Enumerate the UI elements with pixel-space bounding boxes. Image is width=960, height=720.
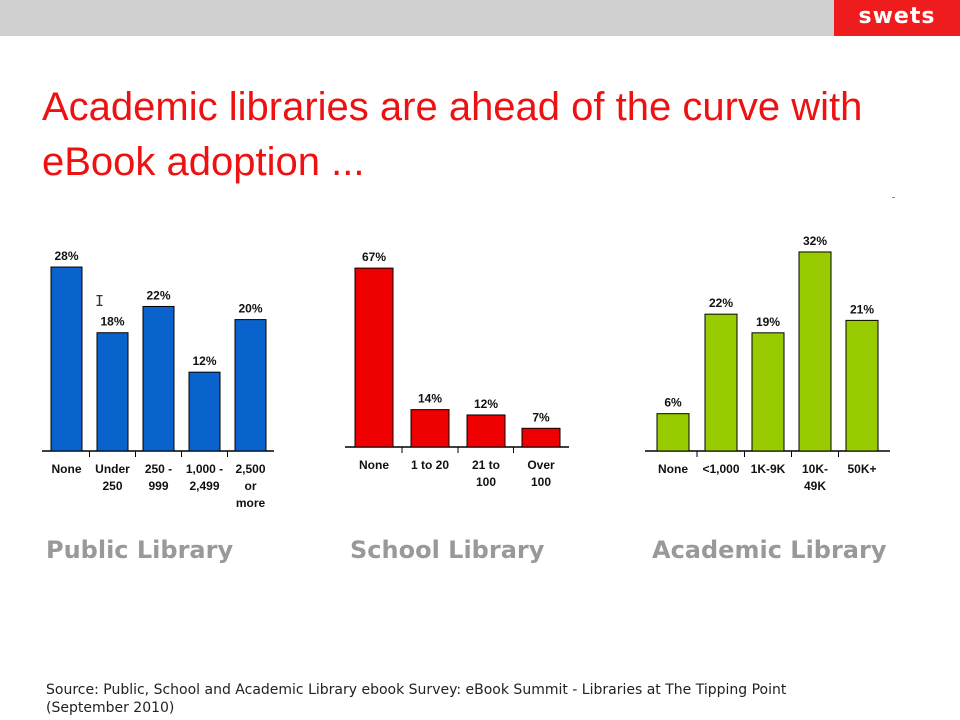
top-bar [0, 0, 960, 36]
public-library-label: Public Library [46, 536, 234, 564]
academic-library-label: Academic Library [652, 536, 887, 564]
bar [96, 332, 129, 452]
category-label-line: <1,000 [702, 462, 739, 476]
bar [142, 305, 175, 452]
category-label-line: 10K- [802, 462, 828, 476]
category-label-line: None [359, 458, 389, 472]
data-label: 20% [238, 302, 262, 316]
data-label: 32% [803, 234, 827, 248]
category-label-line: or [245, 479, 257, 493]
category-label-line: 2,500 [235, 462, 265, 476]
category-label-line: 1 to 20 [411, 458, 449, 472]
category-label: 2,500 or more [235, 462, 265, 510]
category-label: Over 100 [527, 458, 555, 489]
category-label-line: 999 [148, 479, 168, 493]
category-label-line: more [236, 496, 266, 510]
bar [704, 313, 738, 452]
bar [521, 427, 561, 448]
school-library-label: School Library [350, 536, 545, 564]
data-label: 22% [709, 296, 733, 310]
category-label: 250 - 999 [145, 462, 172, 493]
public-library-chart: 28% None 18% Under 250 22% 250 - 999 12% 1,000 - 2… [42, 249, 274, 510]
category-label: 1 to 20 [411, 458, 449, 472]
category-label-line: None [658, 462, 688, 476]
category-label-line: 2,499 [189, 479, 219, 493]
data-label: 12% [192, 354, 216, 368]
data-label: 22% [146, 288, 170, 302]
category-label-line: 100 [476, 475, 496, 489]
data-label: 12% [474, 397, 498, 411]
bar [234, 319, 267, 452]
data-label: 18% [100, 315, 124, 329]
data-label: 67% [362, 250, 386, 264]
category-label-line: 1,000 - [186, 462, 223, 476]
bar [188, 371, 221, 452]
category-label: None [359, 458, 389, 472]
category-label: 10K- 49K [802, 462, 828, 493]
bar [751, 332, 785, 452]
academic-library-chart: 6% None 22% <1,000 19% 1K-9K 32% 10K- 49K 21% 50K+ [645, 234, 890, 493]
category-label: 50K+ [847, 462, 876, 476]
slide-title: Academic libraries are ahead of the curv… [42, 85, 863, 184]
bar [410, 409, 450, 448]
category-label: Under 250 [95, 462, 130, 493]
category-label: 1,000 - 2,499 [186, 462, 223, 493]
category-label: None [52, 462, 82, 476]
category-label-line: None [52, 462, 82, 476]
data-label: 6% [664, 396, 682, 410]
bar [466, 414, 506, 448]
category-label-line: Under [95, 462, 130, 476]
category-label-line: 250 - [145, 462, 172, 476]
swets-logo: swets [834, 0, 960, 36]
category-label-line: 1K-9K [751, 462, 786, 476]
source-note: Source: Public, School and Academic Libr… [46, 682, 787, 716]
bar [50, 266, 83, 452]
data-label: 21% [850, 302, 874, 316]
data-label: 28% [54, 249, 78, 263]
category-label: 21 to 100 [472, 458, 500, 489]
category-label: 1K-9K [751, 462, 786, 476]
bar [354, 267, 394, 448]
bar [845, 319, 879, 452]
divider-mark [892, 197, 895, 198]
category-label-line: 21 to [472, 458, 500, 472]
bar [798, 251, 832, 452]
logo-text: swets [858, 3, 936, 29]
category-label: <1,000 [702, 462, 739, 476]
category-label-line: 50K+ [847, 462, 876, 476]
category-label-line: Over [527, 458, 555, 472]
school-library-chart: 67% None 14% 1 to 20 12% 21 to 100 7% Over 100 [345, 250, 569, 489]
category-label-line: 100 [531, 475, 551, 489]
text-cursor-icon: I [95, 292, 105, 310]
data-label: 19% [756, 315, 780, 329]
category-label-line: 49K [804, 479, 826, 493]
bar [656, 413, 690, 452]
data-label: 14% [418, 392, 442, 406]
category-label: None [658, 462, 688, 476]
category-label-line: 250 [102, 479, 122, 493]
data-label: 7% [532, 410, 550, 424]
